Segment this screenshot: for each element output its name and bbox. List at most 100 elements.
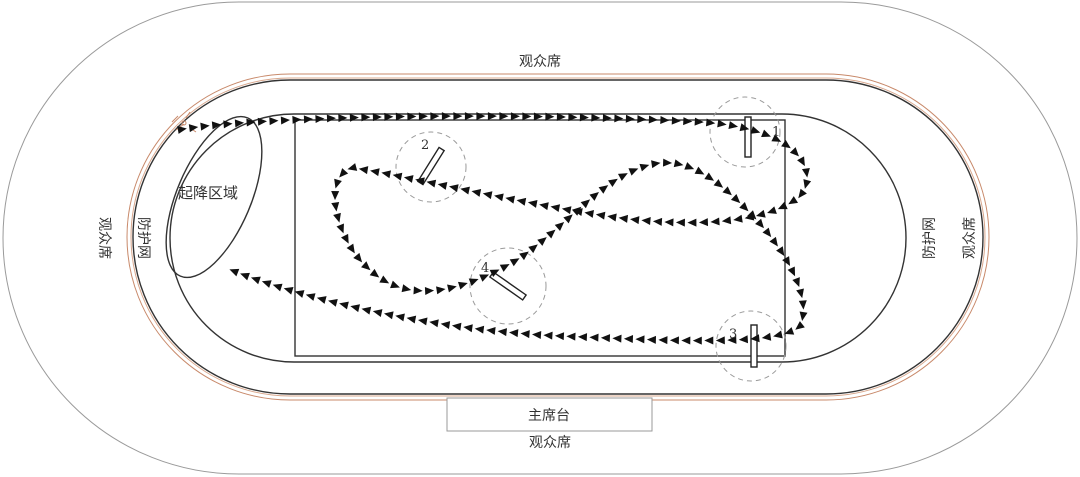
path-arrow-185 — [486, 326, 496, 335]
path-arrow-142 — [704, 172, 716, 184]
path-arrow-56 — [802, 168, 811, 178]
gate-4-number: 4 — [481, 261, 489, 276]
path-arrow-77 — [584, 209, 594, 218]
path-arrow-152 — [782, 256, 793, 268]
takeoff-zone-label: 起降区域 — [178, 184, 238, 202]
path-arrow-75 — [607, 212, 617, 221]
path-arrow-26 — [476, 112, 485, 120]
path-arrow-144 — [722, 186, 734, 198]
path-arrow-104 — [337, 224, 348, 235]
path-arrow-161 — [761, 333, 771, 342]
path-arrow-160 — [772, 331, 782, 341]
path-arrow-91 — [426, 178, 436, 188]
path-arrow-79 — [561, 205, 571, 214]
path-arrow-171 — [647, 336, 656, 344]
path-arrow-27 — [488, 112, 497, 120]
path-arrow-172 — [635, 335, 644, 343]
path-arrow-86 — [482, 189, 492, 199]
path-arrow-182 — [520, 329, 530, 338]
path-arrow-65 — [721, 216, 731, 225]
gate-3-bar — [751, 325, 757, 367]
path-arrow-170 — [658, 336, 667, 344]
path-arrow-11 — [304, 115, 313, 123]
track-ring-inner-line — [133, 80, 983, 394]
path-arrow-38 — [614, 114, 623, 122]
path-arrow-66 — [710, 217, 720, 226]
path-arrow-207 — [239, 270, 250, 281]
path-arrow-88 — [459, 185, 469, 195]
path-arrow-89 — [448, 182, 458, 192]
path-arrow-111 — [390, 281, 401, 292]
path-arrow-9 — [281, 116, 290, 124]
path-arrow-36 — [591, 114, 600, 122]
path-arrow-188 — [451, 322, 461, 331]
path-arrow-113 — [413, 286, 423, 295]
path-arrow-149 — [762, 228, 774, 240]
path-arrow-37 — [603, 114, 612, 122]
path-arrow-153 — [788, 266, 799, 278]
path-arrow-127 — [555, 219, 567, 231]
gate-4-bar — [490, 272, 526, 300]
path-arrow-72 — [641, 216, 651, 225]
path-arrow-74 — [618, 214, 628, 223]
path-arrow-196 — [361, 305, 372, 315]
path-arrow-70 — [664, 218, 673, 226]
path-arrow-94 — [392, 171, 402, 181]
path-arrow-126 — [546, 227, 558, 239]
path-arrow-8 — [269, 117, 278, 125]
path-arrow-41 — [649, 116, 658, 124]
flight-path — [177, 112, 811, 345]
track-ring-outer — [127, 74, 989, 400]
path-arrow-158 — [793, 321, 805, 333]
path-arrow-197 — [349, 302, 360, 312]
path-arrow-180 — [543, 331, 552, 340]
path-arrow-135 — [628, 165, 639, 176]
path-arrow-154 — [792, 277, 803, 288]
path-arrow-192 — [406, 314, 416, 323]
path-arrow-39 — [626, 115, 635, 123]
path-arrow-64 — [733, 215, 743, 224]
path-arrow-87 — [471, 187, 481, 197]
path-arrow-71 — [653, 217, 662, 226]
gate-2-number: 2 — [421, 138, 429, 153]
path-arrow-166 — [704, 336, 713, 344]
path-arrow-136 — [639, 161, 650, 171]
path-arrow-186 — [474, 325, 484, 334]
path-arrow-102 — [331, 202, 340, 212]
path-arrow-117 — [458, 279, 469, 289]
path-arrow-132 — [599, 182, 611, 194]
path-arrow-145 — [731, 194, 743, 206]
gate-3-number: 3 — [729, 327, 737, 342]
path-arrow-168 — [681, 336, 690, 344]
path-arrow-10 — [292, 115, 301, 123]
gate-1-bar — [745, 117, 751, 157]
path-arrow-125 — [537, 234, 549, 246]
path-arrow-100 — [332, 179, 342, 190]
path-arrow-4 — [223, 120, 233, 129]
path-arrow-110 — [379, 275, 391, 286]
path-arrow-40 — [637, 115, 646, 123]
path-arrow-82 — [527, 198, 537, 208]
path-arrow-116 — [447, 282, 458, 292]
path-arrow-157 — [798, 312, 807, 322]
path-arrow-200 — [316, 294, 327, 304]
path-arrow-101 — [331, 191, 339, 200]
path-arrow-155 — [796, 288, 806, 299]
path-arrow-173 — [624, 335, 633, 343]
path-arrow-60 — [776, 202, 788, 213]
path-arrow-48 — [728, 121, 738, 130]
path-arrow-115 — [436, 285, 446, 294]
path-arrow-203 — [283, 284, 294, 294]
stands-left-label: 观众席 — [96, 217, 112, 259]
path-arrow-108 — [361, 261, 373, 273]
path-arrow-147 — [747, 210, 759, 222]
path-arrow-107 — [353, 253, 365, 265]
path-arrow-68 — [687, 219, 696, 227]
path-arrow-151 — [776, 246, 788, 258]
path-arrow-80 — [550, 203, 560, 212]
path-arrow-84 — [505, 194, 515, 204]
track-ring-middle — [131, 78, 985, 396]
path-arrow-98 — [346, 163, 357, 173]
path-arrow-13 — [327, 114, 336, 122]
